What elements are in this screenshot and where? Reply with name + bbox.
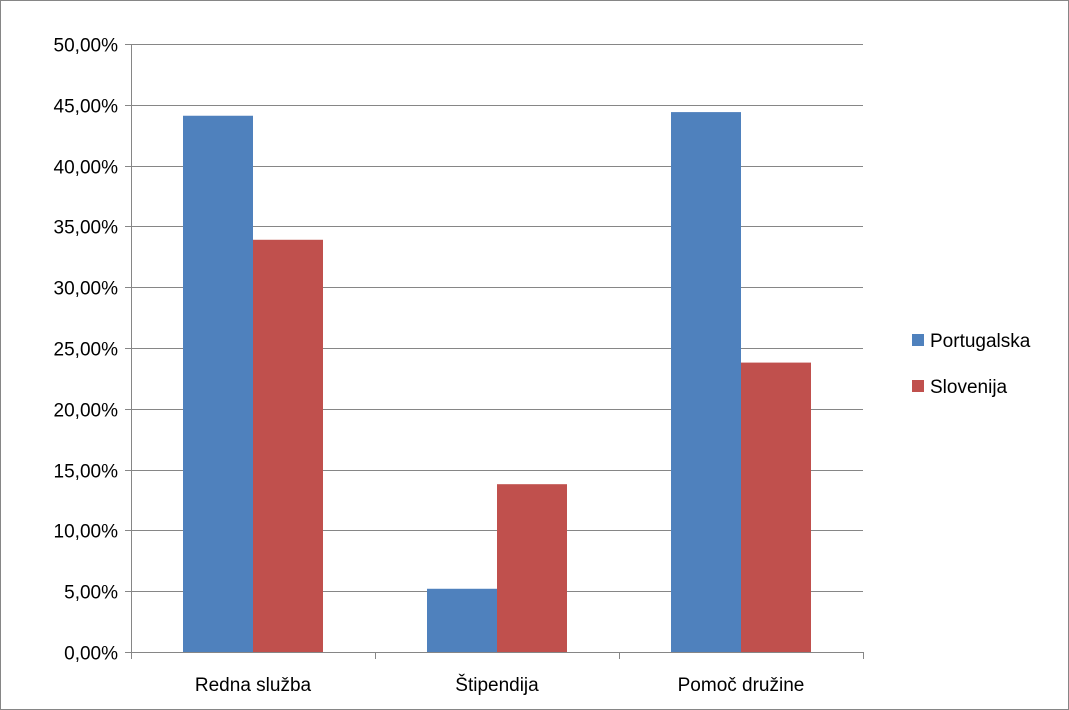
bar-slovenija-1 [497, 484, 567, 652]
bar-slovenija-0 [253, 239, 323, 652]
bar-portugalska-2 [671, 112, 741, 652]
y-tick-label: 5,00% [64, 583, 118, 604]
y-tick-label: 30,00% [54, 279, 119, 300]
y-tick-labels: 0,00% 5,00% 10,00% 15,00% 20,00% 25,00% 30,00%… [54, 36, 119, 665]
x-category-label: Redna služba [195, 675, 312, 696]
y-tick-label: 50,00% [54, 36, 119, 57]
y-tick-label: 10,00% [54, 522, 119, 543]
x-category-labels: Redna služba Štipendija Pomoč družine [195, 674, 804, 696]
y-tick-label: 20,00% [54, 401, 119, 422]
bar-portugalska-1 [427, 588, 497, 652]
y-tick-label: 45,00% [54, 97, 119, 118]
axes [125, 44, 864, 659]
legend-swatch-portugalska [912, 334, 924, 346]
y-tick-label: 25,00% [54, 340, 119, 361]
legend: Portugalska Slovenija [912, 331, 1031, 398]
bars [183, 112, 811, 652]
y-tick-label: 15,00% [54, 462, 119, 483]
bar-slovenija-2 [741, 362, 811, 652]
bar-portugalska-0 [183, 115, 253, 652]
y-tick-label: 0,00% [64, 644, 118, 665]
legend-swatch-slovenija [912, 380, 924, 392]
y-tick-label: 40,00% [54, 158, 119, 179]
legend-label-slovenija: Slovenija [930, 377, 1008, 398]
legend-label-portugalska: Portugalska [930, 331, 1031, 352]
y-tick-label: 35,00% [54, 218, 119, 239]
x-category-label: Pomoč družine [678, 675, 805, 696]
x-category-label: Štipendija [455, 674, 539, 696]
